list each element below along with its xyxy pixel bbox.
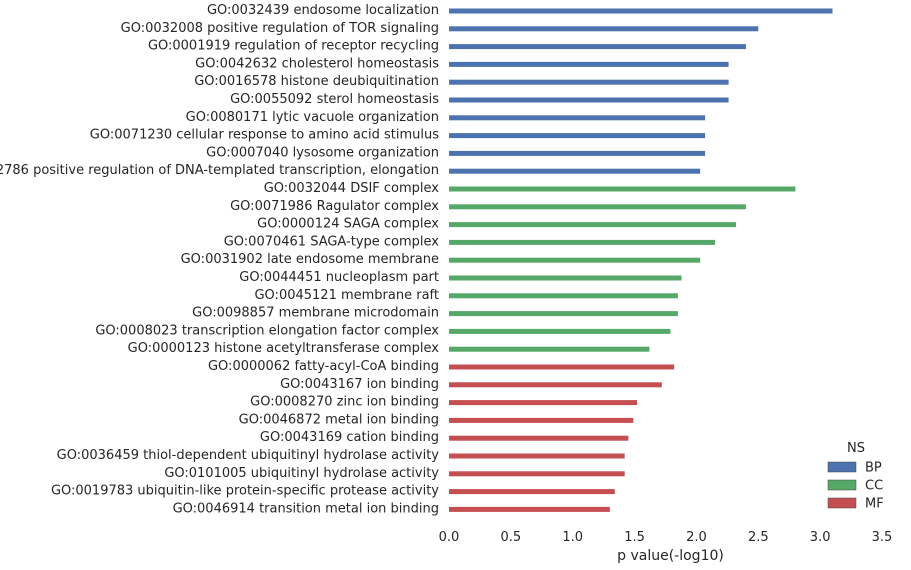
category-label: GO:0101005 ubiquitinyl hydrolase activit… [164,466,439,481]
category-labels: GO:0032439 endosome localization GO:00320… [0,3,439,516]
category-label: GO:0000124 SAGA complex [257,217,439,232]
category-label: GO:0043169 cation binding [260,430,439,445]
category-label: GO:0071230 cellular response to amino ac… [90,128,439,143]
category-label: GO:0032786 positive regulation of DNA-te… [0,163,439,178]
category-label: GO:0008270 zinc ion binding [250,395,439,410]
category-label: GO:0046872 metal ion binding [239,412,439,427]
category-label: GO:0080171 lytic vacuole organization [186,110,439,125]
category-label: GO:0000123 histone acetyltransferase com… [128,341,440,356]
category-label: GO:0001919 regulation of receptor recycl… [148,39,439,54]
bar-cc [449,346,650,352]
bar-cc [449,204,746,210]
legend-swatch-mf [827,497,857,509]
legend: NS BP CC MF [827,441,884,512]
x-axis-ticks: 0.0 0.5 1.0 1.5 2.0 2.5 3.0 3.5 [439,530,893,545]
bar-mf [449,506,610,512]
bar-bp [449,44,746,50]
bars-group [449,8,833,512]
bar-bp [449,8,833,14]
category-label: GO:0043167 ion binding [280,377,439,392]
x-tick-label: 1.0 [562,530,583,545]
bar-mf [449,364,675,370]
bar-cc [449,293,678,299]
bar-bp [449,97,729,103]
x-tick-label: 0.0 [439,530,460,545]
category-label: GO:0008023 transcription elongation fact… [95,323,439,338]
category-label: GO:0032044 DSIF complex [264,181,440,196]
legend-entries: BP CC MF [827,461,884,512]
x-axis-title: p value(-log10) [617,548,724,564]
bar-mf [449,382,662,388]
legend-swatch-bp [827,461,857,473]
bar-bp [449,26,759,32]
bar-mf [449,417,634,423]
bar-bp [449,150,706,156]
bar-cc [449,275,682,281]
bar-mf [449,489,615,495]
bar-bp [449,115,706,121]
category-label: GO:0036459 thiol-dependent ubiquitinyl h… [57,448,440,463]
category-label: GO:0019783 ubiquitin-like protein-specif… [51,484,439,499]
category-label: GO:0070461 SAGA-type complex [224,234,440,249]
bar-bp [449,79,729,85]
legend-label: MF [865,497,884,512]
category-label: GO:0045121 membrane raft [254,288,439,303]
x-tick-label: 0.5 [501,530,522,545]
category-label: GO:0031902 late endosome membrane [181,252,439,267]
x-tick-label: 3.0 [810,530,831,545]
bar-cc [449,239,715,245]
legend-label: CC [865,479,883,494]
x-tick-label: 3.5 [872,530,893,545]
bar-bp [449,168,701,174]
category-label: GO:0007040 lysosome organization [206,145,439,160]
category-label: GO:0044451 nucleoplasm part [239,270,439,285]
x-tick-label: 2.0 [686,530,707,545]
legend-title: NS [847,441,865,456]
bar-bp [449,133,706,139]
category-label: GO:0032008 positive regulation of TOR si… [121,21,439,36]
bar-bp [449,61,729,67]
x-tick-label: 2.5 [748,530,769,545]
category-label: GO:0032439 endosome localization [207,3,439,18]
x-tick-label: 1.5 [624,530,645,545]
legend-label: BP [865,461,882,476]
bar-cc [449,222,737,228]
category-label: GO:0071986 Ragulator complex [230,199,439,214]
bar-mf [449,453,625,459]
category-label: GO:0098857 membrane microdomain [192,306,439,321]
bar-mf [449,471,625,477]
category-label: GO:0055092 sterol homeostasis [230,92,439,107]
bar-cc [449,186,796,192]
category-label: GO:0046914 transition metal ion binding [173,501,439,516]
legend-swatch-cc [827,479,857,491]
category-label: GO:0016578 histone deubiquitination [194,74,439,89]
bar-mf [449,400,638,406]
category-label: GO:0000062 fatty-acyl-CoA binding [208,359,439,374]
bar-cc [449,311,678,317]
bar-cc [449,257,701,263]
bar-cc [449,328,671,334]
bar-mf [449,435,629,441]
category-label: GO:0042632 cholesterol homeostasis [195,56,439,71]
